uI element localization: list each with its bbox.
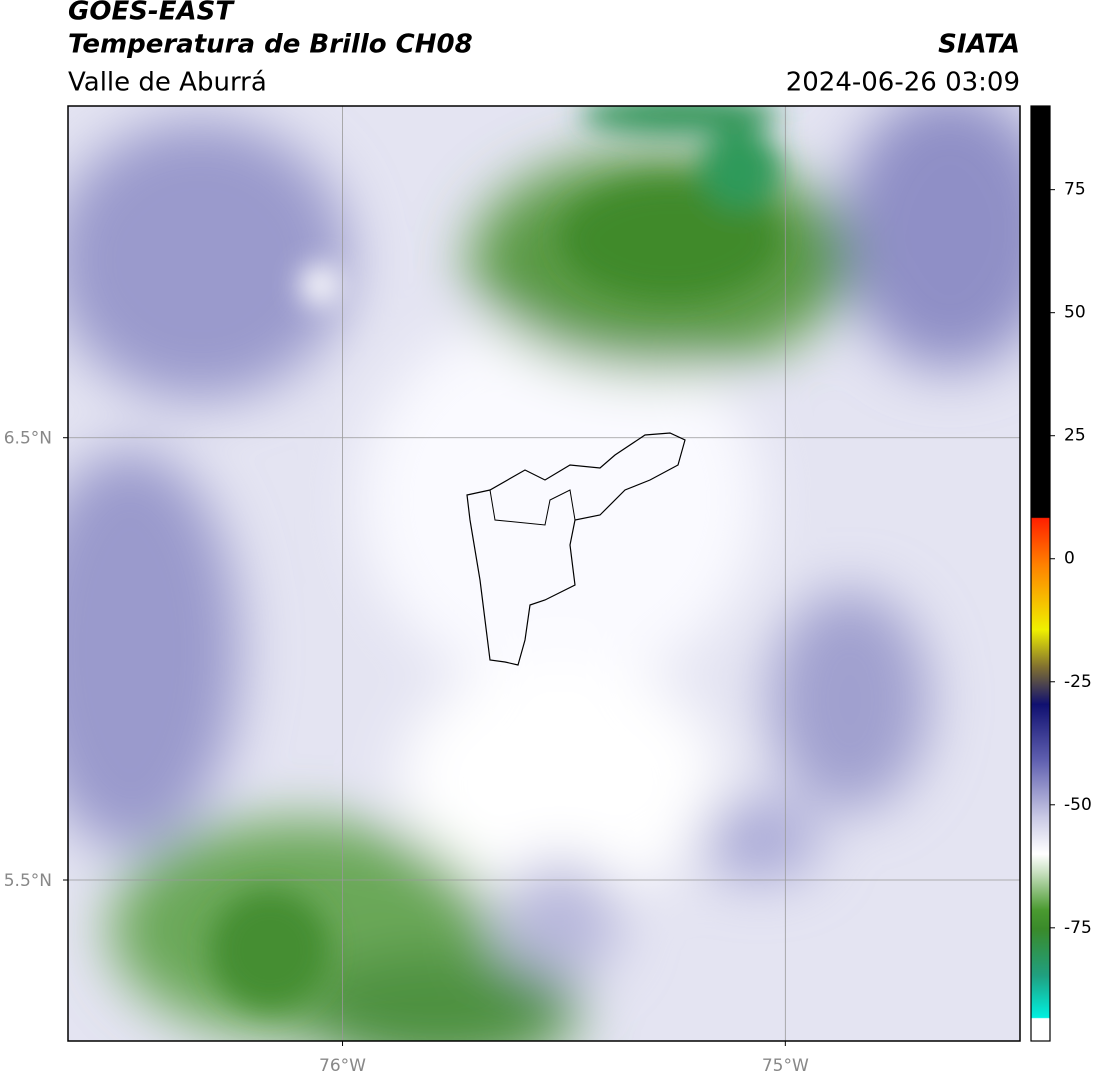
map-field — [68, 106, 1020, 1041]
colorbar-label: 75 — [1064, 180, 1086, 200]
colorbar-label: 0 — [1064, 549, 1075, 569]
valley-boundary — [466, 432, 686, 666]
graticule — [68, 106, 1020, 1041]
region: Valle de Aburrá — [68, 68, 267, 98]
title: GOES-EAST — [68, 0, 235, 27]
datetime: 2024-06-26 03:09 — [786, 68, 1020, 98]
colorbar-label: -50 — [1064, 795, 1092, 815]
subtitle: Temperatura de Brillo CH08 — [68, 30, 473, 60]
colorbar-label: 25 — [1064, 426, 1086, 446]
source: SIATA — [938, 30, 1020, 60]
lon-label: 76°W — [319, 1056, 366, 1076]
map-frame — [67, 105, 1021, 1042]
colorbar-label: -25 — [1064, 672, 1092, 692]
colorbar — [1030, 105, 1051, 1042]
lat-label: 6.5°N — [4, 429, 52, 449]
lon-label: 75°W — [762, 1056, 809, 1076]
lat-label: 5.5°N — [4, 871, 52, 891]
colorbar-label: 50 — [1064, 303, 1086, 323]
municipal-lines — [489, 489, 576, 526]
colorbar-label: -75 — [1064, 918, 1092, 938]
